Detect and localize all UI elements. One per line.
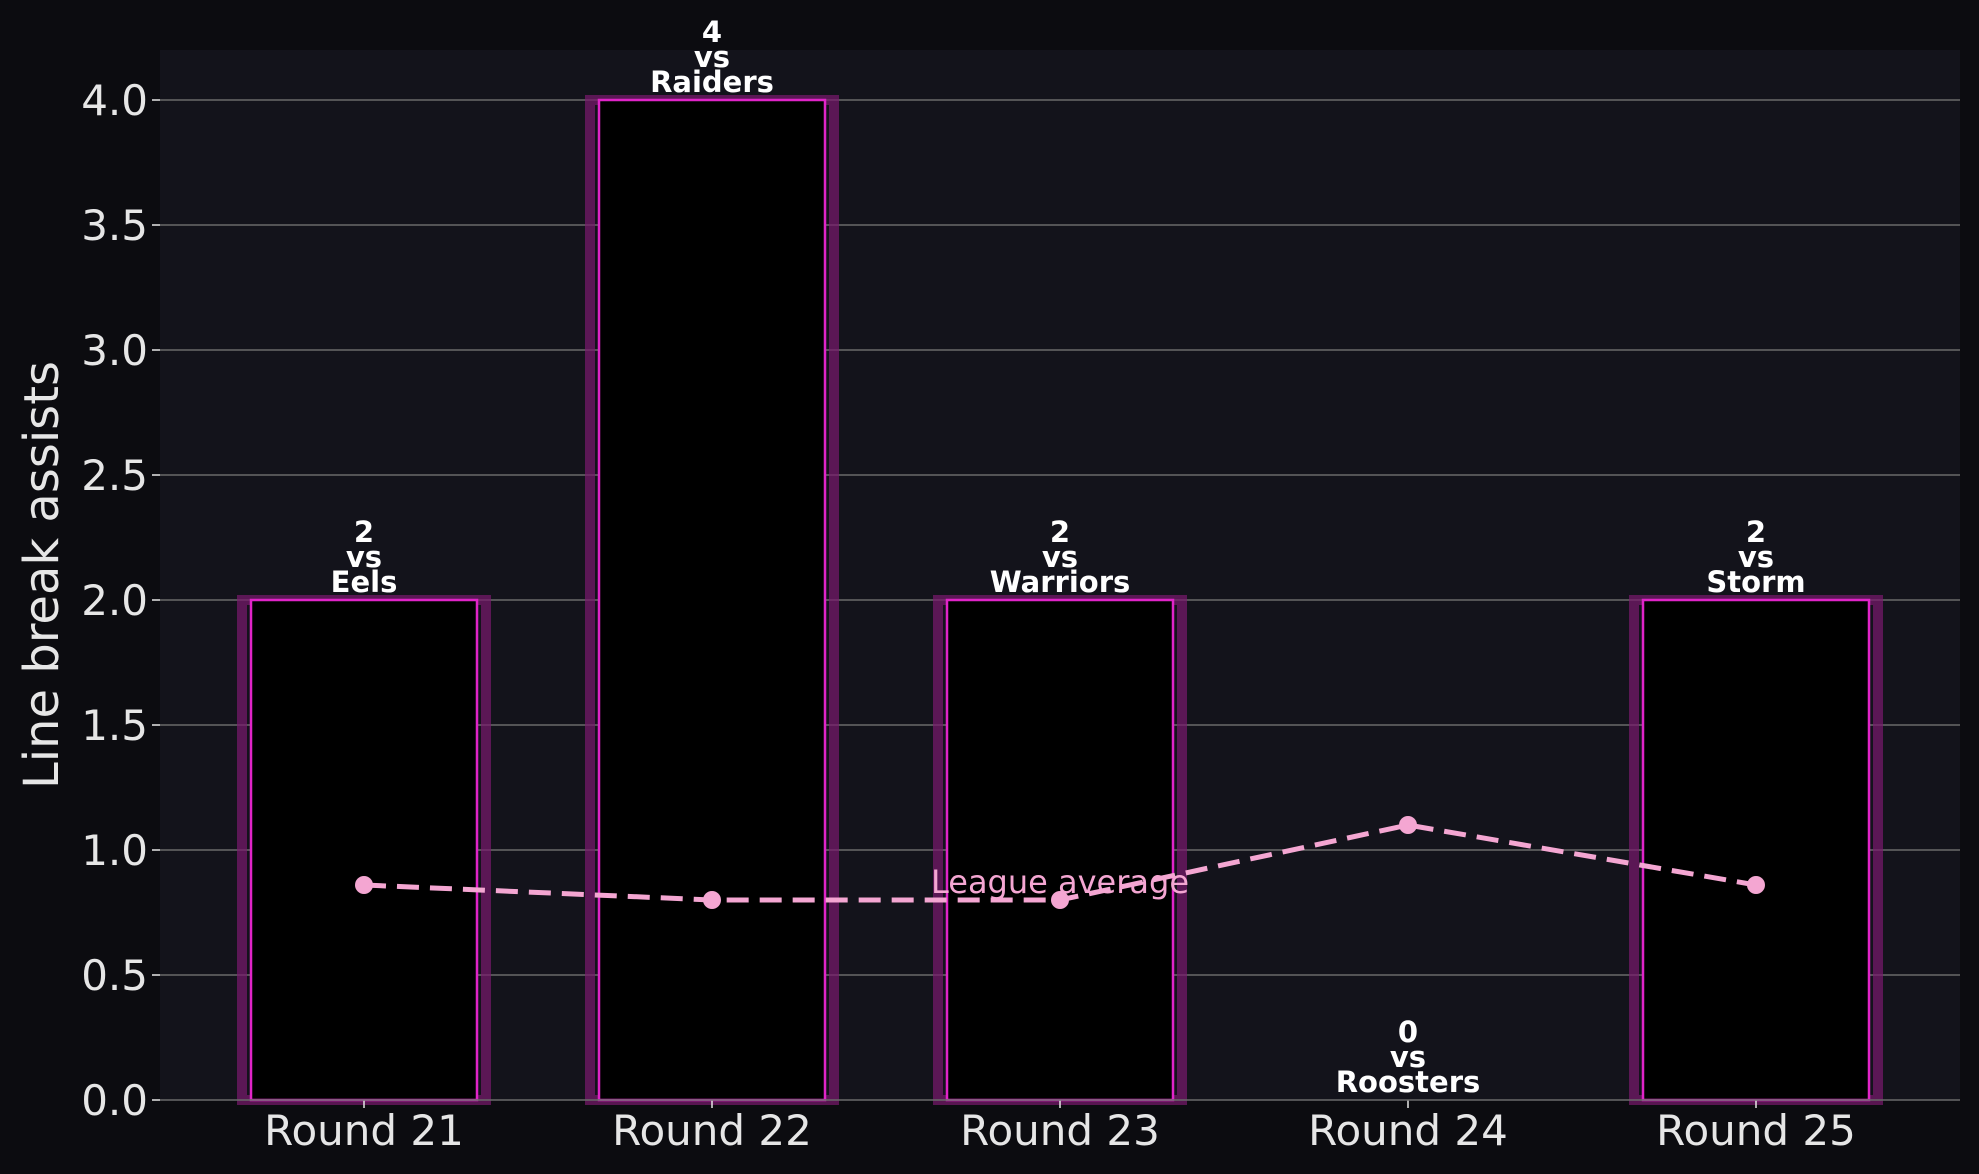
bar-value-label: 2	[1050, 515, 1070, 549]
bar-labels-group: 2vsEels4vsRaiders2vsWarriors0vsRoosters2…	[331, 15, 1806, 1099]
x-tick-label: Round 25	[1656, 1106, 1856, 1155]
x-axis-ticks: Round 21 Round 22 Round 23 Round 24 Round 25	[264, 1100, 1856, 1155]
y-tick-label: 1.5	[81, 701, 148, 750]
bar-vs-label: vs	[1738, 540, 1774, 574]
league-average-series: League average	[355, 816, 1765, 909]
bars-group	[237, 95, 1883, 1105]
y-tick-label: 2.5	[81, 451, 148, 500]
y-tick-label: 4.0	[81, 76, 148, 125]
bar-value-label: 0	[1398, 1015, 1418, 1049]
x-tick-label: Round 22	[612, 1106, 812, 1155]
league-average-point	[1399, 816, 1417, 834]
y-tick-label: 3.5	[81, 201, 148, 250]
bar-vs-label: vs	[1042, 540, 1078, 574]
bar	[1641, 598, 1871, 1102]
x-tick-label: Round 21	[264, 1106, 464, 1155]
league-average-label: League average	[931, 863, 1189, 901]
bar-opponent-label: Warriors	[990, 565, 1131, 599]
bar	[249, 598, 479, 1102]
y-tick-label: 0.0	[81, 1076, 148, 1125]
bar-value-label: 4	[702, 15, 722, 49]
league-average-point	[1747, 876, 1765, 894]
bar-opponent-label: Storm	[1706, 565, 1805, 599]
bar-vs-label: vs	[346, 540, 382, 574]
y-tick-label: 0.5	[81, 951, 148, 1000]
y-tick-label: 3.0	[81, 326, 148, 375]
y-axis-ticks: 0.0 0.5 1.0 1.5 2.0 2.5 3.0 3.5 4.0	[81, 76, 160, 1125]
y-axis-title: Line break assists	[14, 361, 70, 789]
bar-vs-label: vs	[694, 40, 730, 74]
league-average-point	[355, 876, 373, 894]
bar-opponent-label: Eels	[331, 565, 398, 599]
bar-opponent-label: Roosters	[1336, 1065, 1481, 1099]
league-average-point	[1051, 891, 1069, 909]
bar-vs-label: vs	[1390, 1040, 1426, 1074]
league-average-point	[703, 891, 721, 909]
bar-opponent-label: Raiders	[650, 65, 774, 99]
bar	[597, 98, 827, 1102]
y-tick-label: 1.0	[81, 826, 148, 875]
x-tick-label: Round 23	[960, 1106, 1160, 1155]
bar-value-label: 2	[354, 515, 374, 549]
bar-value-label: 2	[1746, 515, 1766, 549]
y-tick-label: 2.0	[81, 576, 148, 625]
x-tick-label: Round 24	[1308, 1106, 1508, 1155]
bar	[945, 598, 1175, 1102]
